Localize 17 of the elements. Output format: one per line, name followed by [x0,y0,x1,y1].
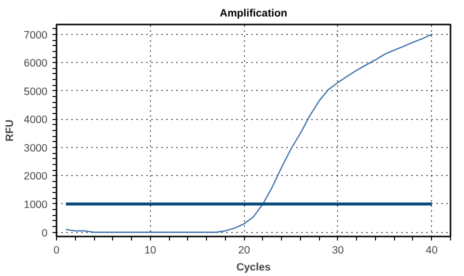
x-tick-label: 40 [426,244,438,256]
y-tick-label: 2000 [24,170,48,183]
y-tick-label: 4000 [24,114,48,126]
chart-title: Amplification [220,8,288,20]
x-tick-label: 20 [238,244,250,256]
y-tick-label: 3000 [24,142,48,154]
x-tick-label: 0 [54,244,60,256]
y-tick-label: 0 [42,227,48,240]
x-tick-label: 30 [332,244,344,256]
y-tick-label: 5000 [24,86,48,98]
y-tick-label: 1000 [24,198,48,211]
x-tick-label: 10 [144,244,156,256]
x-axis-title: Cycles [236,262,271,274]
y-tick-label: 6000 [24,58,48,70]
line-series [65,34,432,233]
y-tick-label: 7000 [24,29,48,42]
y-axis-title: RFU [4,119,16,142]
